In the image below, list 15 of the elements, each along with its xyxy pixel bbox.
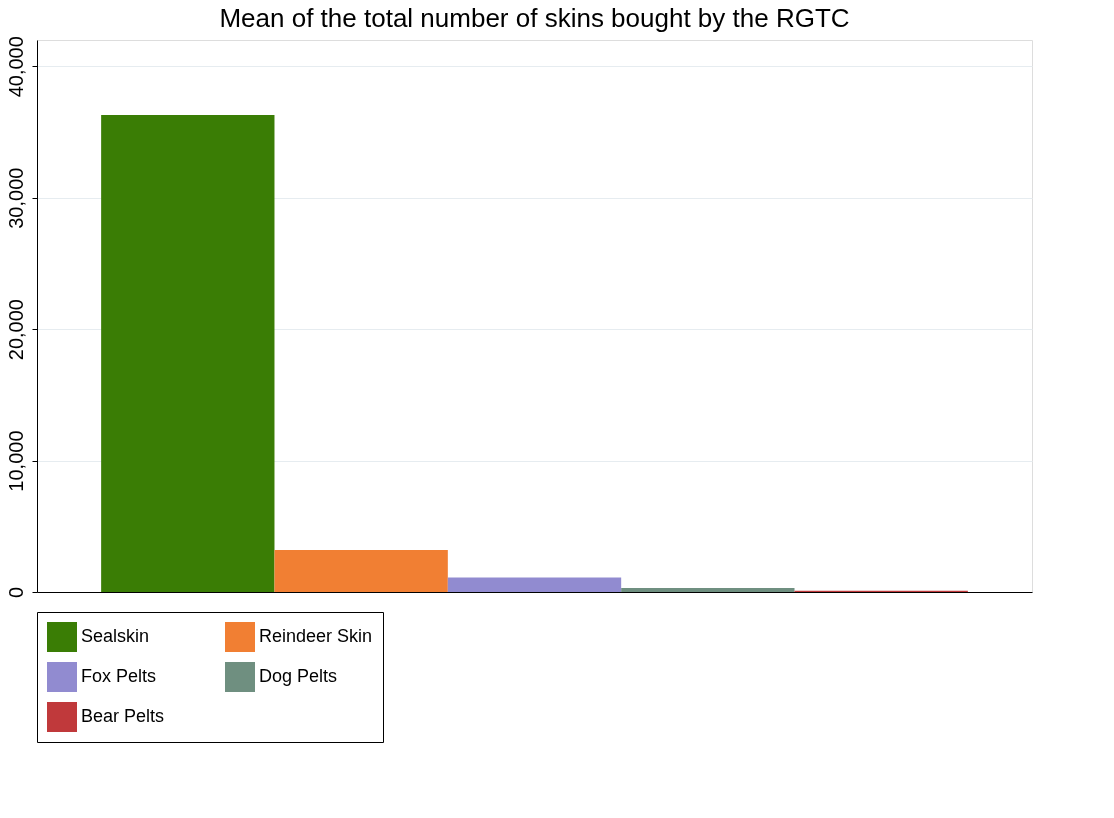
bar (101, 114, 275, 592)
bar (274, 549, 448, 592)
bar (621, 588, 795, 592)
y-tick-label: 10,000 (4, 430, 27, 492)
legend-label: Dog Pelts (259, 666, 338, 686)
bar (447, 577, 622, 592)
chart-title: Mean of the total number of skins bought by the RGTC (219, 2, 850, 33)
y-tick-label: 20,000 (4, 299, 27, 361)
y-tick-label: 30,000 (4, 167, 27, 229)
legend-label: Bear Pelts (81, 706, 165, 726)
y-tick-label: 40,000 (4, 36, 27, 98)
y-tick-label: 0 (4, 586, 27, 599)
legend-label: Sealskin (81, 626, 150, 646)
legend-label: Reindeer Skin (259, 626, 373, 646)
legend-label: Fox Pelts (81, 666, 157, 686)
